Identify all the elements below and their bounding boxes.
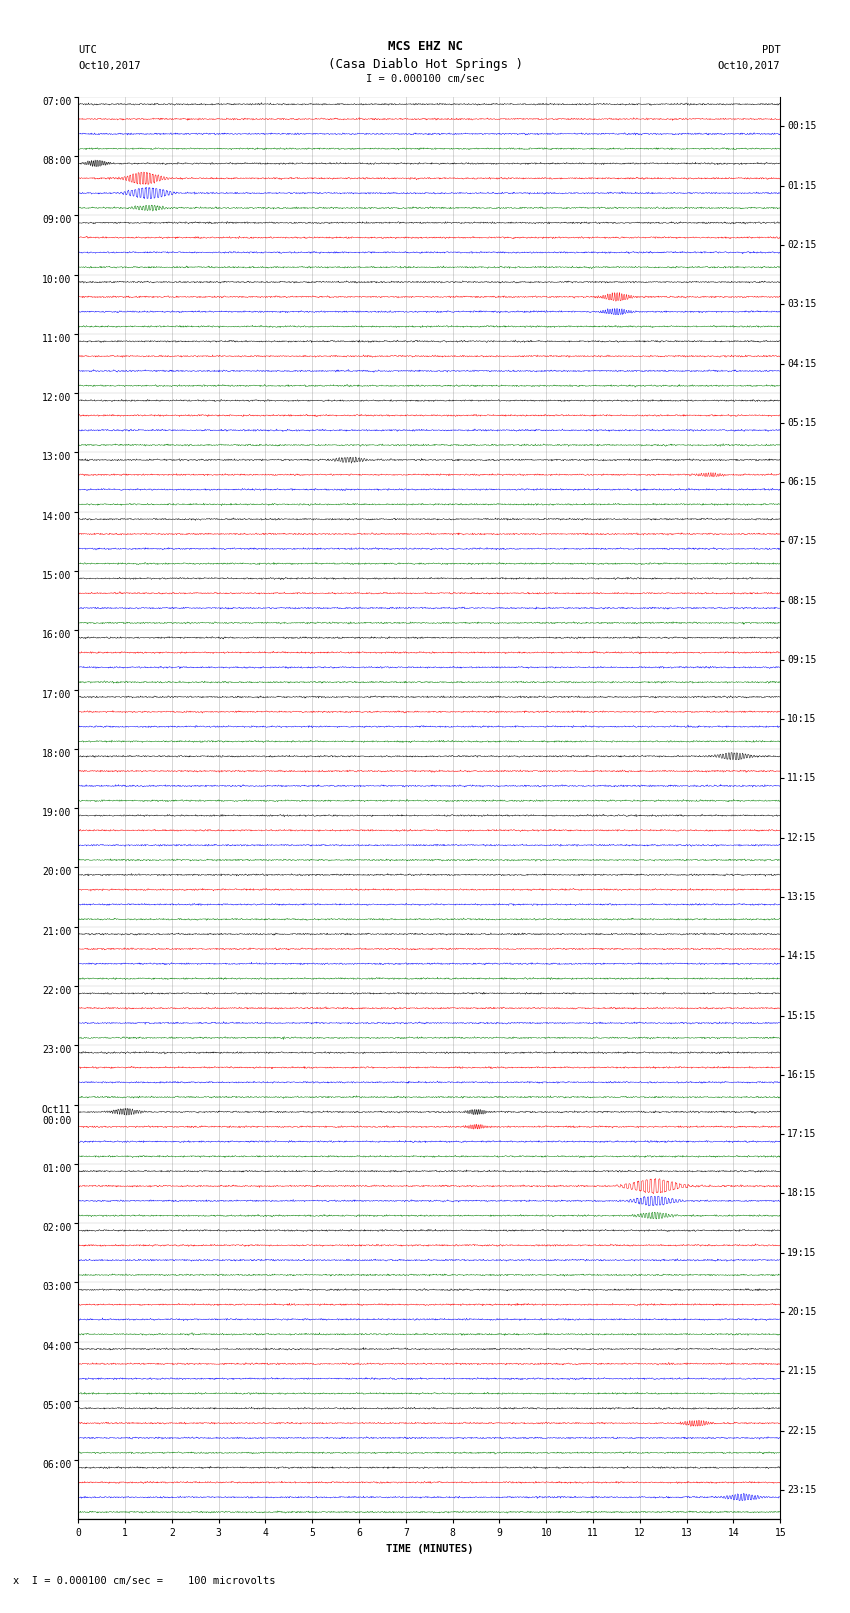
Text: I = 0.000100 cm/sec: I = 0.000100 cm/sec <box>366 74 484 84</box>
X-axis label: TIME (MINUTES): TIME (MINUTES) <box>386 1544 473 1553</box>
Text: MCS EHZ NC: MCS EHZ NC <box>388 40 462 53</box>
Text: PDT: PDT <box>762 45 780 55</box>
Text: x  I = 0.000100 cm/sec =    100 microvolts: x I = 0.000100 cm/sec = 100 microvolts <box>13 1576 275 1586</box>
Text: (Casa Diablo Hot Springs ): (Casa Diablo Hot Springs ) <box>327 58 523 71</box>
Text: UTC: UTC <box>78 45 97 55</box>
Text: Oct10,2017: Oct10,2017 <box>78 61 141 71</box>
Text: Oct10,2017: Oct10,2017 <box>717 61 780 71</box>
